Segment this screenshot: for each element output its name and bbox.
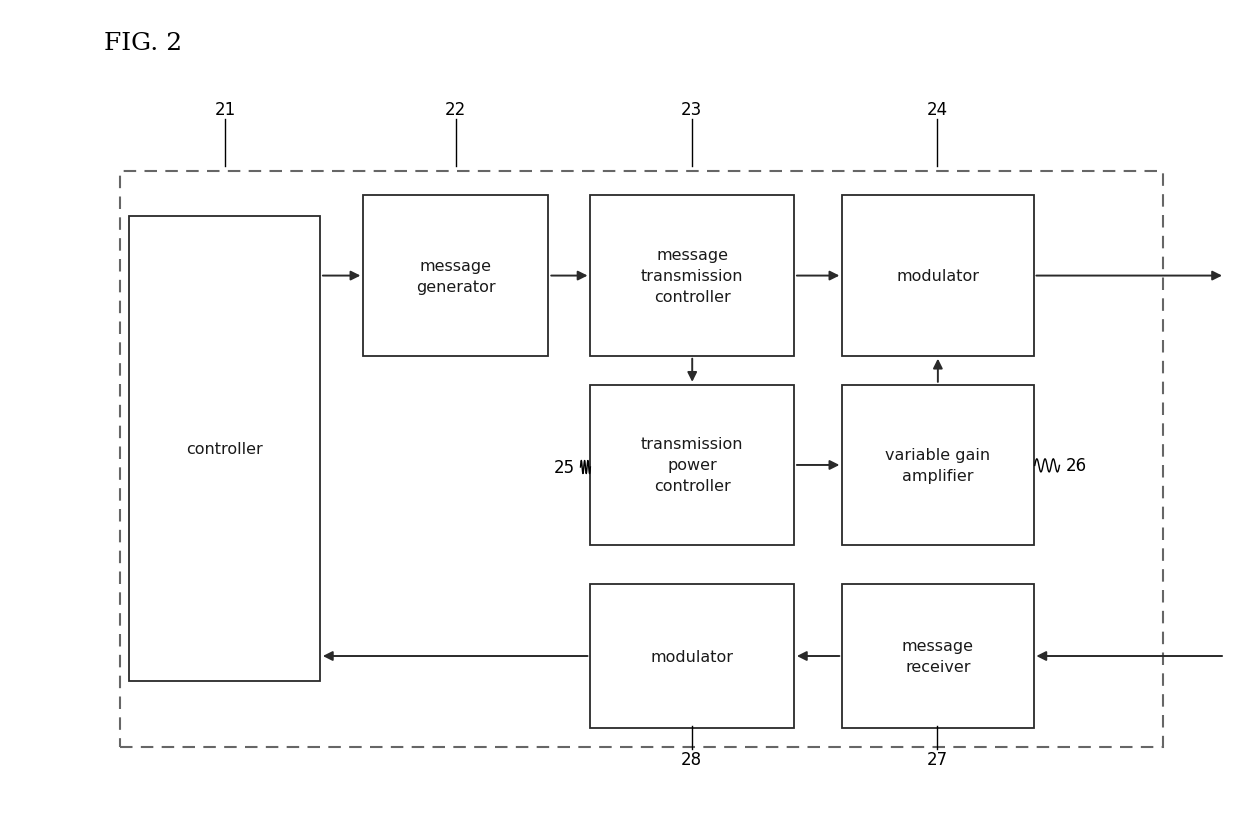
Bar xyxy=(842,196,1033,356)
Text: message
generator: message generator xyxy=(415,258,496,294)
Bar xyxy=(363,196,548,356)
Text: 22: 22 xyxy=(445,101,466,118)
Text: transmission
power
controller: transmission power controller xyxy=(641,437,744,493)
Bar xyxy=(120,171,1163,747)
Text: controller: controller xyxy=(186,441,263,456)
Text: 27: 27 xyxy=(926,750,947,768)
Text: message
transmission
controller: message transmission controller xyxy=(641,248,744,305)
Text: 26: 26 xyxy=(1066,457,1087,474)
Text: 25: 25 xyxy=(554,459,575,476)
Text: 24: 24 xyxy=(926,101,947,118)
Text: FIG. 2: FIG. 2 xyxy=(104,31,182,55)
Text: modulator: modulator xyxy=(651,648,734,664)
Bar xyxy=(842,585,1033,728)
Text: 28: 28 xyxy=(681,750,702,768)
Text: modulator: modulator xyxy=(897,269,980,284)
Text: variable gain
amplifier: variable gain amplifier xyxy=(885,447,991,484)
Text: message
receiver: message receiver xyxy=(901,638,973,674)
Bar xyxy=(590,585,794,728)
Bar xyxy=(129,217,320,681)
Text: 23: 23 xyxy=(681,101,702,118)
Bar xyxy=(590,385,794,546)
Text: 21: 21 xyxy=(215,101,236,118)
Bar xyxy=(842,385,1033,546)
Bar xyxy=(590,196,794,356)
